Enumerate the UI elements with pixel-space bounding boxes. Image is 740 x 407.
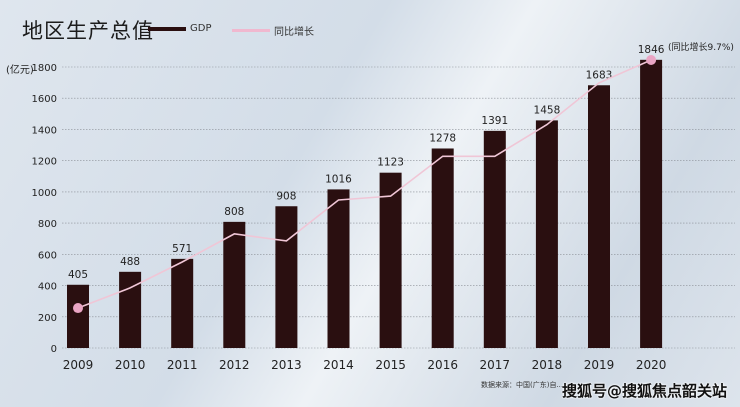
legend-gdp: GDP [148, 23, 211, 34]
x-tick-label: 2009 [63, 358, 94, 372]
legend-gdp-swatch [148, 26, 186, 31]
growth-marker-start [73, 303, 83, 314]
bar-value-label: 1278 [429, 132, 456, 144]
x-tick-label: 2018 [532, 358, 563, 372]
bar-2020 [640, 59, 663, 349]
y-tick-label: 800 [38, 219, 57, 230]
bar-2019 [588, 85, 610, 348]
growth-annotation: (同比增长9.7%) [668, 43, 734, 53]
y-tick-label: 0 [51, 344, 57, 355]
bar-value-label: 908 [276, 190, 296, 202]
x-tick-label: 2011 [167, 358, 198, 372]
x-tick-label: 2019 [584, 358, 615, 372]
bar-value-label: 488 [120, 256, 140, 268]
bar-value-label: 405 [68, 269, 88, 281]
bar-2014 [327, 189, 350, 348]
bar-value-label: 1391 [481, 115, 508, 127]
bar-2018 [535, 120, 558, 348]
y-tick-label: 1600 [32, 94, 57, 105]
x-tick-label: 2013 [271, 358, 302, 372]
bar-value-label: 1846 [638, 44, 665, 56]
bar-value-label: 1016 [325, 173, 352, 185]
bar-2013 [275, 206, 298, 348]
x-tick-label: 2015 [375, 358, 406, 372]
bar-2016 [431, 148, 454, 348]
y-tick-label: 1200 [32, 157, 57, 168]
x-tick-label: 2020 [636, 358, 667, 372]
watermark: 搜狐号@搜狐焦点韶关站 [562, 382, 728, 400]
y-tick-label: 200 [38, 313, 57, 324]
y-tick-label: 400 [38, 282, 57, 293]
y-tick-label: 1400 [32, 125, 57, 136]
bar-value-label: 1458 [534, 104, 561, 116]
x-tick-label: 2016 [427, 358, 458, 372]
y-tick-label: 1000 [32, 188, 57, 199]
y-tick-label: 600 [38, 250, 57, 261]
x-tick-label: 2012 [219, 358, 250, 372]
bar-2009 [67, 284, 89, 348]
bar-value-label: 808 [224, 206, 244, 218]
bar-2011 [171, 258, 194, 348]
growth-marker-end [646, 54, 657, 65]
bar-value-label: 571 [172, 243, 192, 255]
legend-growth: 同比增长 [232, 23, 314, 38]
bar-2017 [483, 130, 506, 348]
bar-value-label: 1123 [377, 157, 404, 169]
legend-growth-label: 同比增长 [274, 27, 314, 38]
chart-title: 地区生产总值 [22, 19, 154, 43]
legend-gdp-label: GDP [190, 23, 212, 34]
bar-2012 [223, 221, 246, 348]
x-tick-label: 2014 [323, 358, 354, 372]
growth-line [77, 59, 652, 309]
y-tick-label: 1800 [32, 63, 57, 74]
bar-value-label: 1683 [586, 69, 613, 81]
y-axis-unit: (亿元) [6, 65, 34, 76]
legend-growth-swatch [232, 29, 270, 32]
x-tick-label: 2010 [115, 358, 146, 372]
bar-2015 [379, 172, 402, 348]
data-source: 数据来源：中国(广东)自... [481, 381, 564, 389]
x-tick-label: 2017 [480, 358, 511, 372]
